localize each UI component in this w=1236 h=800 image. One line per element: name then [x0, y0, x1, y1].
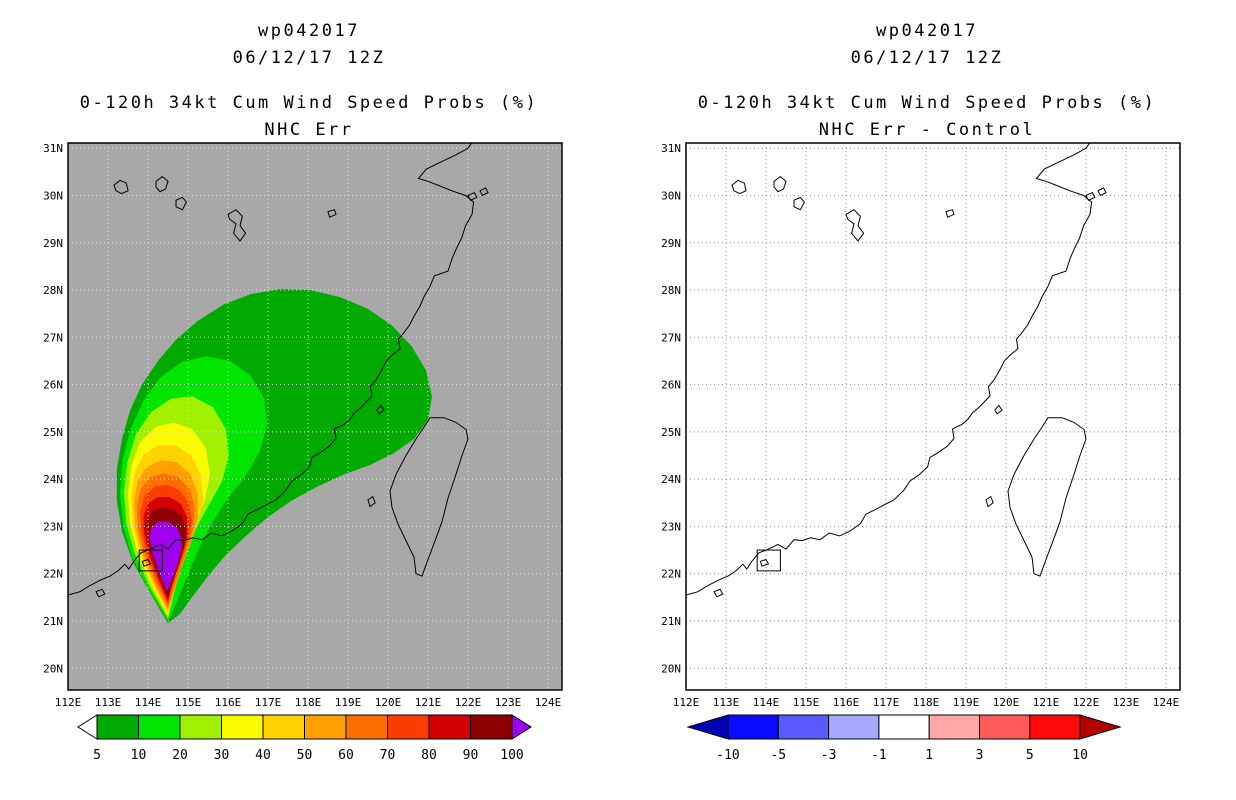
- wind-prob-map: 20N 21N 22N 23N 24N 25N 26N 27N 28N 29N 30N 31N 112E…: [43, 142, 563, 709]
- svg-text:30: 30: [214, 748, 230, 763]
- variable-title: 0-120h 34kt Cum Wind Speed Probs (%): [697, 93, 1157, 113]
- wind-prob-colorbar: 5 10 20 30 40 50 60 70 80 90 100: [77, 714, 532, 763]
- svg-text:22N: 22N: [43, 568, 63, 581]
- svg-text:24N: 24N: [661, 473, 681, 486]
- svg-text:116E: 116E: [215, 696, 242, 709]
- panel-nhc-err: wp042017 06/12/17 12Z 0-120h 34kt Cum Wi…: [43, 21, 563, 763]
- svg-text:117E: 117E: [873, 696, 900, 709]
- svg-text:21N: 21N: [43, 615, 63, 628]
- svg-text:123E: 123E: [1113, 696, 1140, 709]
- svg-text:114E: 114E: [753, 696, 780, 709]
- svg-text:26N: 26N: [661, 379, 681, 392]
- svg-text:5: 5: [93, 748, 101, 763]
- svg-text:70: 70: [380, 748, 396, 763]
- panel-nhc-err-minus-control: wp042017 06/12/17 12Z 0-120h 34kt Cum Wi…: [618, 0, 1236, 800]
- svg-text:22N: 22N: [661, 568, 681, 581]
- svg-text:29N: 29N: [43, 237, 63, 250]
- svg-text:1: 1: [925, 748, 933, 763]
- svg-text:10: 10: [1072, 748, 1088, 763]
- difference-map: 20N 21N 22N 23N 24N 25N 26N 27N 28N 29N 30N 31N 112E…: [661, 142, 1181, 709]
- svg-text:90: 90: [463, 748, 479, 763]
- svg-text:25N: 25N: [661, 426, 681, 439]
- svg-text:20N: 20N: [661, 662, 681, 675]
- svg-text:28N: 28N: [43, 284, 63, 297]
- svg-text:30N: 30N: [661, 189, 681, 202]
- svg-text:23N: 23N: [43, 520, 63, 533]
- svg-text:119E: 119E: [953, 696, 980, 709]
- svg-text:100: 100: [500, 748, 523, 763]
- storm-id-title: wp042017: [258, 21, 360, 41]
- svg-text:31N: 31N: [43, 142, 63, 155]
- difference-colorbar: -10 -5 -3 -1 1 3 5 10: [686, 714, 1122, 763]
- svg-text:28N: 28N: [661, 284, 681, 297]
- svg-text:-10: -10: [716, 748, 739, 763]
- svg-text:124E: 124E: [535, 696, 562, 709]
- svg-text:118E: 118E: [913, 696, 940, 709]
- svg-text:24N: 24N: [43, 473, 63, 486]
- svg-text:20N: 20N: [43, 662, 63, 675]
- svg-text:115E: 115E: [793, 696, 820, 709]
- svg-text:40: 40: [255, 748, 271, 763]
- model-title: NHC Err - Control: [818, 120, 1036, 140]
- svg-text:29N: 29N: [661, 237, 681, 250]
- svg-text:123E: 123E: [495, 696, 522, 709]
- svg-text:-3: -3: [821, 748, 837, 763]
- svg-text:117E: 117E: [255, 696, 282, 709]
- svg-text:112E: 112E: [673, 696, 700, 709]
- svg-text:114E: 114E: [135, 696, 162, 709]
- svg-text:120E: 120E: [993, 696, 1020, 709]
- svg-text:50: 50: [297, 748, 313, 763]
- svg-text:124E: 124E: [1153, 696, 1180, 709]
- svg-text:60: 60: [338, 748, 354, 763]
- svg-text:27N: 27N: [661, 331, 681, 344]
- svg-text:120E: 120E: [375, 696, 402, 709]
- model-title: NHC Err: [264, 120, 354, 140]
- svg-text:-5: -5: [770, 748, 786, 763]
- svg-text:23N: 23N: [661, 520, 681, 533]
- svg-text:122E: 122E: [1073, 696, 1100, 709]
- svg-text:113E: 113E: [95, 696, 122, 709]
- svg-text:118E: 118E: [295, 696, 322, 709]
- svg-text:116E: 116E: [833, 696, 860, 709]
- init-datetime: 06/12/17 12Z: [850, 48, 1004, 68]
- svg-text:115E: 115E: [175, 696, 202, 709]
- svg-text:26N: 26N: [43, 379, 63, 392]
- svg-text:20: 20: [172, 748, 188, 763]
- svg-text:113E: 113E: [713, 696, 740, 709]
- svg-text:27N: 27N: [43, 331, 63, 344]
- svg-text:-1: -1: [871, 748, 887, 763]
- svg-text:31N: 31N: [661, 142, 681, 155]
- init-datetime: 06/12/17 12Z: [232, 48, 386, 68]
- svg-text:21N: 21N: [661, 615, 681, 628]
- svg-text:5: 5: [1026, 748, 1034, 763]
- storm-id-title: wp042017: [876, 21, 978, 41]
- svg-text:30N: 30N: [43, 189, 63, 202]
- svg-text:119E: 119E: [335, 696, 362, 709]
- svg-text:122E: 122E: [455, 696, 482, 709]
- svg-text:25N: 25N: [43, 426, 63, 439]
- svg-text:10: 10: [131, 748, 147, 763]
- svg-text:80: 80: [421, 748, 437, 763]
- svg-text:3: 3: [976, 748, 984, 763]
- svg-text:121E: 121E: [1033, 696, 1060, 709]
- svg-text:121E: 121E: [415, 696, 442, 709]
- svg-text:112E: 112E: [55, 696, 82, 709]
- variable-title: 0-120h 34kt Cum Wind Speed Probs (%): [79, 93, 539, 113]
